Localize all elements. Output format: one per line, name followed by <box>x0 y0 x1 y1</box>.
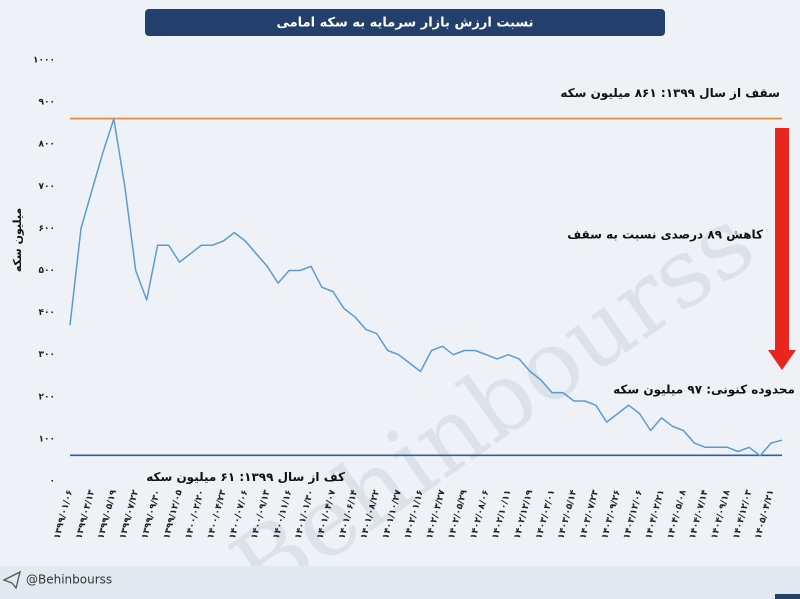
y-tick-label: ۳۰۰ <box>39 350 55 360</box>
x-tick-label: ۱۴۰۲/۱۰/۱۱ <box>491 489 514 540</box>
x-tick-label: ۱۳۹۹/۰۳/۱۳ <box>74 488 97 540</box>
y-tick-label: ۵۰۰ <box>39 266 55 276</box>
x-tick-label: ۱۳۹۹/۱۲/۰۵ <box>162 488 185 540</box>
chart-title: نسبت ارزش بازار سرمایه به سکه امامی <box>276 16 533 31</box>
x-tick-label: ۱۴۰۳/۰۳/۰۱ <box>535 489 558 540</box>
y-tick-label: ۹۰۰ <box>39 98 55 108</box>
x-tick-label: ۱۴۰۴/۰۵/۰۸ <box>666 488 689 540</box>
y-tick-label: ۸۰۰ <box>39 140 55 150</box>
x-tick-label: ۱۴۰۴/۰۲/۲۱ <box>644 489 667 540</box>
y-tick-label: ۱۰۰۰ <box>33 56 55 66</box>
x-tick-label: ۱۴۰۲/۰۸/۰۶ <box>469 489 492 540</box>
handle: @Behinbourss <box>26 573 112 587</box>
arrow <box>768 128 796 370</box>
y-axis-label: میلیون سکه <box>11 208 24 272</box>
x-tick-label: ۱۴۰۴/۰۷/۱۴ <box>688 488 711 540</box>
x-tick-label: ۱۳۹۹/۰۱/۰۶ <box>53 489 76 540</box>
ceiling-label: سقف از سال ۱۳۹۹: ۸۶۱ میلیون سکه <box>560 86 780 101</box>
data-line <box>69 118 783 457</box>
x-tick-label: ۱۴۰۴/۰۹/۱۸ <box>710 488 733 540</box>
x-tick-label: ۱۳۹۹/۰۷/۲۲ <box>118 488 141 540</box>
x-tick-label: ۱۴۰۳/۰۹/۲۶ <box>600 489 623 540</box>
x-tick-label: ۱۴۰۴/۱۲/۰۳ <box>732 488 755 540</box>
y-tick-label: ۱۰۰ <box>39 434 55 444</box>
x-tick-label: ۱۳۹۹/۰۹/۳۰ <box>140 489 163 540</box>
x-tick-label: ۱۴۰۳/۱۲/۰۶ <box>622 489 645 540</box>
y-tick-label: ۰ <box>50 477 56 487</box>
floor-label: کف از سال ۱۳۹۹: ۶۱ میلیون سکه <box>146 470 345 485</box>
title-box <box>145 9 665 36</box>
x-tick-label: ۱۴۰۳/۰۷/۲۳ <box>578 488 601 540</box>
telegram-icon <box>2 570 21 590</box>
x-tick-label: ۱۴۰۰/۰۲/۲۰ <box>184 489 207 540</box>
annotation: محدوده کنونی: ۹۷ میلیون سکه <box>613 383 795 398</box>
x-tick-label: ۱۴۰۵/۰۴/۲۱ <box>754 489 777 540</box>
y-tick-label: ۷۰۰ <box>39 182 55 192</box>
y-tick-label: ۶۰۰ <box>39 224 55 234</box>
y-tick-label: ۲۰۰ <box>39 392 55 402</box>
y-tick-label: ۴۰۰ <box>39 308 55 318</box>
x-tick-label: ۱۴۰۲/۱۲/۱۹ <box>513 488 536 540</box>
footer <box>0 566 800 599</box>
x-tick-label: ۱۴۰۳/۰۵/۱۴ <box>556 488 579 540</box>
x-tick-label: ۱۳۹۹/۰۵/۱۹ <box>96 488 119 540</box>
annotation: کاهش ۸۹ درصدی نسبت به سقف <box>567 228 763 242</box>
corner <box>775 594 800 599</box>
